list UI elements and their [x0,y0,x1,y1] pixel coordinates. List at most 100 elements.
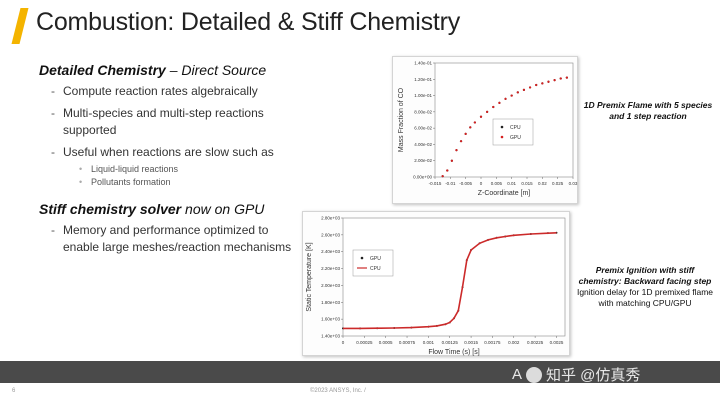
y-tick-label: 1.00e-01 [414,93,432,98]
x-axis-label: Flow Time (s) [s] [428,349,479,356]
legend-swatch [500,125,504,129]
y-tick-label: 2.80e+03 [321,216,340,221]
y-axis-label: Mass Fraction of CO [398,87,405,152]
data-point-gpu [559,77,562,80]
x-tick-label: 0.025 [552,181,564,186]
data-point-gpu [553,79,556,82]
y-axis-label: Static Temperature [K] [306,242,313,311]
legend-label: CPU [370,266,381,272]
watermark-prefix: A [512,366,523,383]
bullet-item: Multi-species and multi-step reactions s… [39,105,299,139]
x-tick-label: 0.001 [423,340,435,345]
x-tick-label: 0.00125 [442,340,459,345]
data-point-gpu [473,121,476,124]
data-point-gpu [547,80,550,83]
heading-rest: – Direct Source [165,62,267,78]
x-tick-label: 0.005 [491,181,503,186]
y-tick-label: 4.00e-02 [414,142,432,147]
data-point-gpu [535,83,538,87]
y-tick-label: 1.60e+03 [321,317,340,322]
legend-label: GPU [510,135,521,141]
y-tick-label: 2.20e+03 [321,266,340,271]
y-tick-label: 2.60e+03 [321,232,340,237]
y-tick-label: 2.00e+03 [321,283,340,288]
y-tick-label: 2.00e-02 [414,158,432,163]
watermark-text: 知乎 @仿真秀 [546,367,641,384]
static-temperature-plot: 0 0.00025 0.0005 0.00075 0.001 0.00125 0.0015 0… [306,216,566,356]
x-tick-label: -0.01 [445,181,456,186]
data-point-gpu [464,132,467,135]
section-heading-detailed-chemistry: Detailed Chemistry – Direct Source [39,62,299,78]
x-axis-label: Z-Coordinate [m] [478,190,531,197]
legend-label: GPU [370,256,381,262]
slide-title: Combustion: Detailed & Stiff Chemistry [36,8,461,36]
data-point-gpu [446,169,449,172]
caption-text: 1D Premix Flame with 5 species and 1 ste… [583,100,713,121]
heading-bold: Detailed Chemistry [39,62,166,78]
data-point-gpu [565,76,568,79]
static-temperature-chart: 0 0.00025 0.0005 0.00075 0.001 0.00125 0.0015 0… [302,211,570,356]
data-point-gpu [498,101,501,104]
bullet-item: Useful when reactions are slow such as L… [39,144,299,189]
x-tick-label: 0 [480,181,483,186]
x-tick-label: 0.015 [521,181,533,186]
bullet-list-1: Compute reaction rates algebraically Mul… [39,83,299,189]
heading-rest: now on GPU [181,201,265,217]
caption-premix-ignition: Premix Ignition with stiff chemistry: Ba… [575,265,715,309]
x-tick-label: 0.03 [569,181,578,186]
y-tick-label: 8.00e-02 [414,109,432,114]
data-point-gpu [441,175,444,178]
caption-rest: Ignition delay for 1D premixed flame wit… [576,287,714,308]
data-point-gpu [455,149,458,152]
x-tick-label: 0 [342,340,345,345]
legend-box [352,249,394,277]
bullet-item: Memory and performance optimized to enab… [39,222,299,256]
data-point-gpu [450,159,453,162]
x-tick-label: -0.005 [459,181,472,186]
x-tick-label: 0.0005 [379,340,393,345]
x-tick-label: -0.015 [429,181,442,186]
heading-bold: Stiff chemistry solver [39,201,182,217]
x-tick-label: 0.01 [507,181,516,186]
co-mass-fraction-plot: -0.015 -0.01 -0.005 0 0.005 0.01 0.015 0.02 0.02… [398,61,578,198]
data-point-gpu [486,110,489,113]
content-column: Detailed Chemistry – Direct Source Compu… [39,62,299,256]
legend-swatch [360,256,364,260]
x-tick-label: 0.002 [508,340,520,345]
x-tick-label: 0.02 [538,181,547,186]
bullet-text: Useful when reactions are slow such as [63,145,274,159]
data-point-gpu [528,86,532,89]
series-line-cpu [343,232,557,330]
data-point-gpu [516,91,519,94]
bullet-item: Compute reaction rates algebraically [39,83,299,100]
legend-swatch [500,135,504,139]
data-point-gpu [459,140,463,143]
legend-label: CPU [510,125,521,131]
page-number: 6 [12,388,16,394]
data-point-gpu [522,88,526,91]
data-point-gpu [541,82,544,85]
data-point-gpu [504,97,507,100]
x-tick-label: 0.0015 [464,340,478,345]
y-tick-label: 0.00e+00 [413,175,432,180]
data-point-gpu [510,94,513,97]
watermark-logo-icon [526,366,543,383]
y-tick-label: 1.80e+03 [321,300,340,305]
data-point-gpu [479,115,483,118]
section-heading-stiff-chemistry: Stiff chemistry solver now on GPU [39,201,299,217]
legend-box [492,118,534,146]
sub-bullet-item: Pollutants formation [67,176,299,189]
y-tick-label: 1.20e-01 [414,77,432,82]
y-tick-label: 2.40e+03 [321,249,340,254]
co-mass-fraction-chart: -0.015 -0.01 -0.005 0 0.005 0.01 0.015 0.02 0.02… [392,56,578,204]
x-tick-label: 0.00175 [484,340,501,345]
data-point-gpu [492,105,495,109]
sub-bullet-list: Liquid-liquid reactions Pollutants forma… [63,163,299,189]
caption-premix-flame: 1D Premix Flame with 5 species and 1 ste… [583,100,713,122]
x-tick-label: 0.00075 [399,340,416,345]
caption-bold: Premix Ignition with stiff chemistry: Ba… [578,265,712,286]
x-tick-label: 0.0025 [550,340,564,345]
y-tick-label: 1.40e-01 [414,61,432,66]
bullet-list-2: Memory and performance optimized to enab… [39,222,299,256]
x-tick-label: 0.00025 [356,340,373,345]
